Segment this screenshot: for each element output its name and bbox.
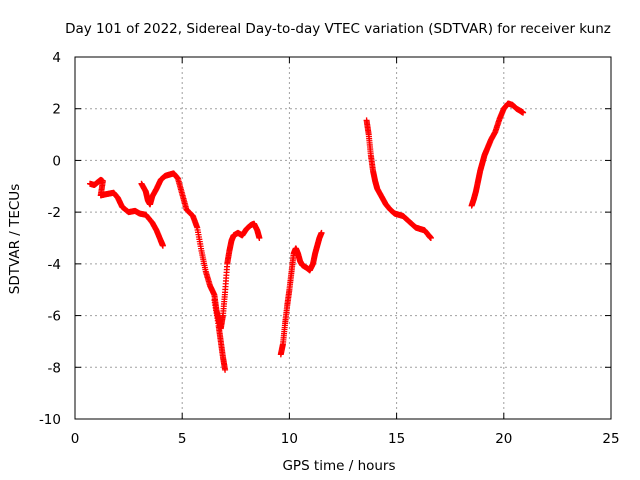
y-tick-label: -6: [48, 309, 61, 325]
plot-frame: [74, 56, 612, 420]
x-tick-label: 5: [178, 431, 187, 447]
data-point: [159, 242, 166, 249]
y-tick-label: -2: [48, 205, 61, 221]
y-tick-label: -4: [48, 257, 61, 273]
data-point: [427, 235, 434, 241]
series-arc-4: [277, 229, 325, 358]
y-tick-label: -8: [48, 360, 61, 376]
data-point: [256, 235, 263, 241]
x-tick-label: 25: [602, 431, 619, 447]
data-point: [318, 229, 325, 236]
data-point: [520, 109, 527, 116]
grid-lines: [75, 57, 611, 419]
x-tick-label: 0: [71, 431, 80, 447]
series-arc-5: [363, 117, 434, 241]
data-point: [222, 366, 229, 373]
series-arc-1: [87, 176, 166, 249]
x-axis-label: GPS time / hours: [282, 458, 395, 474]
axis-ticks: 0 5 10 15 20 25 -10 -8 -6 -4 -2 0 2 4: [39, 50, 620, 447]
y-tick-label: 4: [52, 50, 61, 66]
series-arc-3: [211, 297, 229, 373]
y-tick-label: 0: [52, 153, 61, 169]
series-arc-2: [138, 170, 263, 332]
chart-title: Day 101 of 2022, Sidereal Day-to-day VTE…: [65, 21, 611, 37]
series-arc-6: [468, 100, 527, 209]
data-points: [87, 100, 527, 373]
y-tick-label: 2: [52, 102, 61, 118]
x-tick-label: 10: [281, 431, 298, 447]
x-tick-label: 20: [495, 431, 512, 447]
y-axis-label: SDTVAR / TECUs: [7, 184, 23, 294]
y-tick-label: -10: [39, 412, 61, 428]
x-tick-label: 15: [388, 431, 405, 447]
